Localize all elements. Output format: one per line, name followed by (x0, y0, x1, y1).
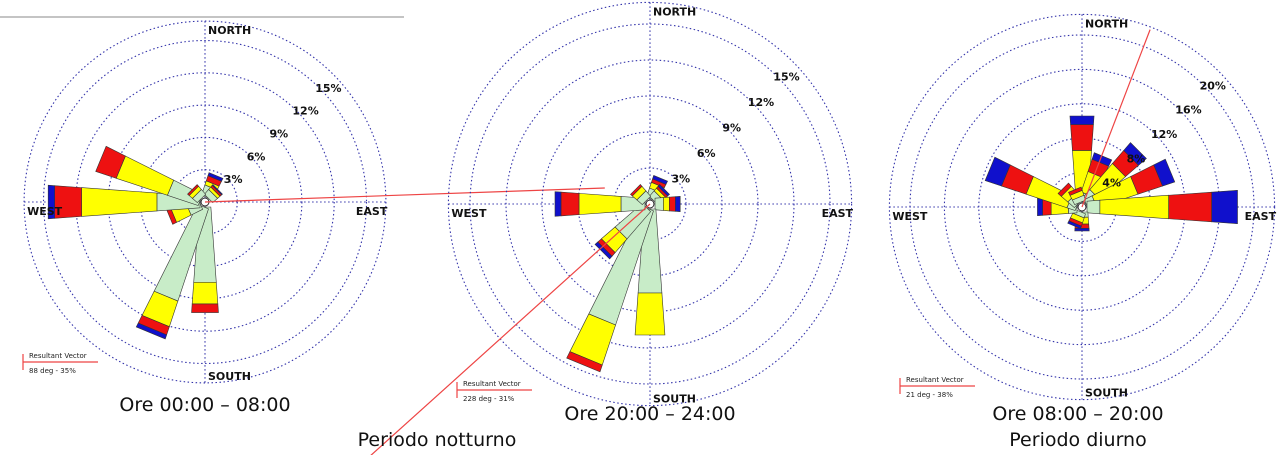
subtitle-night-early: Ore 00:00 – 08:00 (119, 394, 290, 416)
petal-band-3 (675, 196, 681, 212)
wind-rose-night-early: NORTH EAST SOUTH WEST 3% 6% 9%12% 15% Resultant … (22, 20, 605, 384)
ring-label: 6% (247, 150, 266, 163)
label-west: WEST (27, 205, 63, 218)
ring-label: 8% (1127, 152, 1146, 165)
label-east: EAST (822, 207, 854, 220)
grid-ring (107, 104, 303, 300)
resultant-vector-line (204, 187, 605, 203)
caption-day-period: Periodo diurno (1009, 429, 1146, 451)
petal-band-3 (1091, 152, 1113, 167)
grid-ring (505, 59, 795, 349)
petal-band-3 (1037, 197, 1043, 217)
petal-band-3 (1074, 228, 1090, 232)
petal-band-1 (191, 282, 219, 305)
petal-band-0 (1086, 199, 1101, 215)
petal-band-2 (187, 184, 199, 196)
petal-band-1 (663, 196, 670, 212)
label-north: NORTH (653, 5, 696, 18)
resultant-legend-value: 21 deg - 38% (906, 391, 953, 399)
petal-band-1 (578, 193, 622, 215)
petal-band-2 (1070, 124, 1094, 151)
ring-label: 4% (1102, 177, 1121, 190)
petal-band-2 (566, 351, 603, 373)
petal-band-3 (211, 184, 223, 196)
petal-band-3 (1211, 189, 1238, 225)
ring-label: 12% (292, 105, 318, 118)
label-west: WEST (451, 207, 487, 220)
petal-band-3 (652, 175, 668, 185)
ring-label: 3% (672, 173, 691, 186)
petal-band-0 (654, 197, 664, 211)
petal-band-3 (1069, 115, 1095, 125)
ring-label: 9% (722, 122, 741, 135)
petal-band-2 (1168, 191, 1212, 223)
wind-rose-night-late: NORTH EAST SOUTH WEST 3% 6% 9% 12% 15% Resultant … (370, 1, 854, 455)
petal-band-3 (657, 184, 670, 197)
petal-band-3 (1153, 158, 1176, 187)
petal-band-3 (1067, 220, 1082, 229)
label-south: SOUTH (208, 370, 251, 383)
label-south: SOUTH (1085, 387, 1128, 400)
resultant-vector-line (1081, 29, 1151, 208)
petal-band-1 (115, 155, 175, 196)
subtitle-day: Ore 08:00 – 20:00 (992, 403, 1163, 425)
petal-band-3 (554, 191, 562, 217)
ring-label: 16% (1175, 104, 1201, 117)
petal-band-1 (81, 187, 158, 217)
petal-band-1 (634, 292, 666, 336)
subtitle-night-late: Ore 20:00 – 24:00 (564, 403, 735, 425)
ring-label: 15% (315, 82, 341, 95)
petal-band-2 (191, 303, 219, 313)
resultant-vector-line (370, 203, 651, 455)
label-east: EAST (1245, 210, 1277, 223)
resultant-legend-value: 228 deg - 31% (463, 395, 515, 403)
grid-ring-outer (23, 20, 387, 384)
label-north: NORTH (208, 24, 251, 37)
resultant-legend-value: 88 deg - 35% (29, 367, 76, 375)
resultant-legend-title: Resultant Vector (463, 380, 521, 388)
petal-band-3 (47, 184, 55, 220)
petal-band-2 (560, 191, 580, 217)
wind-rose-day: NORTH EAST SOUTH WEST 4% 8% 12% 16% 20% Resultant… (888, 13, 1277, 401)
petal-band-3 (594, 241, 613, 260)
grid-ring (469, 23, 831, 385)
label-north: NORTH (1085, 17, 1128, 30)
petal-band-2 (1068, 186, 1083, 196)
ring-label: 12% (1151, 128, 1177, 141)
resultant-legend-title: Resultant Vector (906, 376, 964, 384)
petal-band-2 (669, 196, 676, 212)
petal-band-3 (207, 172, 224, 182)
ring-label: 12% (748, 96, 774, 109)
petal-band-2 (630, 184, 643, 197)
label-south: SOUTH (653, 393, 696, 406)
grid-ring (75, 72, 335, 332)
ring-label: 15% (773, 71, 799, 84)
resultant-legend-title: Resultant Vector (29, 352, 87, 360)
label-east: EAST (356, 205, 388, 218)
label-west: WEST (892, 210, 928, 223)
petal-band-3 (135, 322, 168, 340)
petal-band-3 (984, 156, 1011, 187)
petal-band-3 (1123, 142, 1147, 166)
ring-label: 6% (697, 147, 716, 160)
caption-night-period: Periodo notturno (358, 429, 517, 451)
ring-label: 20% (1200, 79, 1226, 92)
petal-band-2 (1057, 182, 1072, 197)
petal-band-2 (95, 145, 126, 179)
ring-label: 9% (270, 128, 289, 141)
grid-ring (42, 39, 368, 365)
ring-label: 3% (224, 173, 243, 186)
